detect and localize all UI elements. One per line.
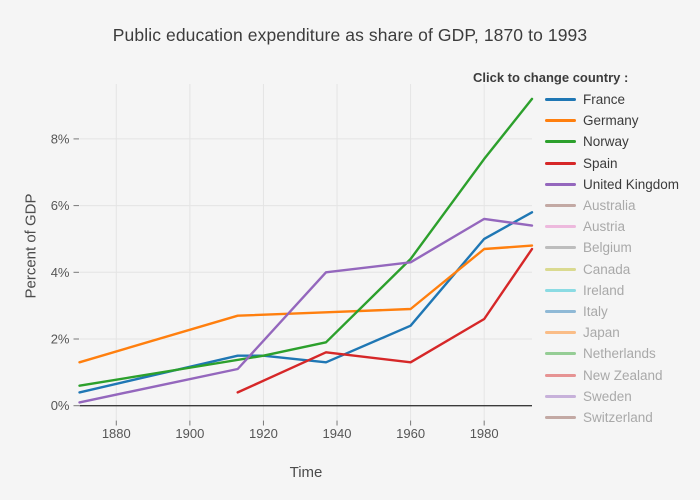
legend-item-switzerland[interactable]: Switzerland xyxy=(545,407,679,428)
legend-swatch-australia xyxy=(545,204,576,208)
legend-item-label: Canada xyxy=(583,261,631,277)
legend-swatch-france xyxy=(545,98,576,102)
chart-title: Public education expenditure as share of… xyxy=(112,25,588,45)
legend-item-spain[interactable]: Spain xyxy=(545,153,679,174)
legend-item-netherlands[interactable]: Netherlands xyxy=(545,343,679,364)
series-line-spain xyxy=(236,247,534,394)
legend-item-label: Norway xyxy=(583,134,629,150)
y-tick-label: 6% xyxy=(51,198,70,213)
legend-item-label: Netherlands xyxy=(583,346,656,362)
legend-item-label: Spain xyxy=(583,155,618,171)
x-axis-title: Time xyxy=(289,464,323,481)
legend-item-label: Austria xyxy=(583,219,626,235)
y-tick-label: 8% xyxy=(51,131,70,146)
legend-item-ireland[interactable]: Ireland xyxy=(545,280,679,301)
legend-item-label: Japan xyxy=(583,325,620,341)
legend-item-germany[interactable]: Germany xyxy=(545,110,679,131)
x-tick-label: 1920 xyxy=(249,426,278,441)
legend-swatch-netherlands xyxy=(545,352,576,356)
x-tick-label: 1980 xyxy=(470,426,499,441)
legend-swatch-italy xyxy=(545,309,576,313)
legend-swatch-new-zealand xyxy=(545,373,576,377)
legend-item-label: France xyxy=(583,92,626,108)
legend-title: Click to change country : xyxy=(473,70,629,85)
legend-swatch-canada xyxy=(545,267,576,271)
legend-swatch-sweden xyxy=(545,394,576,398)
series-line-united-kingdom xyxy=(78,217,534,404)
legend-swatch-spain xyxy=(545,161,576,165)
legend-item-label: United Kingdom xyxy=(583,176,680,192)
x-tick-label: 1880 xyxy=(102,426,131,441)
legend-item-label: Ireland xyxy=(583,282,625,298)
legend-item-italy[interactable]: Italy xyxy=(545,301,679,322)
legend-swatch-united-kingdom xyxy=(545,182,576,186)
legend-swatch-germany xyxy=(545,119,576,123)
y-axis-title: Percent of GDP xyxy=(22,193,40,299)
x-tick-label: 1960 xyxy=(396,426,425,441)
legend-item-label: Switzerland xyxy=(583,409,653,425)
y-tick-label: 4% xyxy=(51,265,70,280)
legend-item-label: Sweden xyxy=(583,388,632,404)
legend-item-label: Germany xyxy=(583,113,639,129)
legend-swatch-norway xyxy=(545,140,576,144)
y-tick-label: 2% xyxy=(51,332,70,347)
legend-item-new-zealand[interactable]: New Zealand xyxy=(545,364,679,385)
legend-swatch-austria xyxy=(545,225,576,229)
legend-swatch-switzerland xyxy=(545,415,576,419)
series-line-norway xyxy=(78,97,534,387)
x-tick-label: 1940 xyxy=(323,426,352,441)
legend-item-label: Italy xyxy=(583,303,608,319)
legend-item-label: New Zealand xyxy=(583,367,663,383)
legend-item-japan[interactable]: Japan xyxy=(545,322,679,343)
legend-swatch-ireland xyxy=(545,288,576,292)
legend-item-canada[interactable]: Canada xyxy=(545,259,679,280)
legend-item-sweden[interactable]: Sweden xyxy=(545,386,679,407)
legend-item-united-kingdom[interactable]: United Kingdom xyxy=(545,174,679,195)
legend-item-australia[interactable]: Australia xyxy=(545,195,679,216)
legend-item-label: Australia xyxy=(583,198,636,214)
legend-item-norway[interactable]: Norway xyxy=(545,131,679,152)
legend-item-label: Belgium xyxy=(583,240,632,256)
y-tick-label: 0% xyxy=(51,398,70,413)
series-line-france xyxy=(78,211,534,394)
legend-items: France Germany Norway Spain United Kingdom Au… xyxy=(545,89,679,428)
legend-swatch-belgium xyxy=(545,246,576,250)
legend-item-france[interactable]: France xyxy=(545,89,679,110)
legend: Click to change country : France Germany N… xyxy=(473,70,679,428)
legend-item-belgium[interactable]: Belgium xyxy=(545,237,679,258)
x-tick-label: 1900 xyxy=(175,426,204,441)
legend-item-austria[interactable]: Austria xyxy=(545,216,679,237)
legend-swatch-japan xyxy=(545,331,576,335)
series-line-germany xyxy=(78,244,534,364)
